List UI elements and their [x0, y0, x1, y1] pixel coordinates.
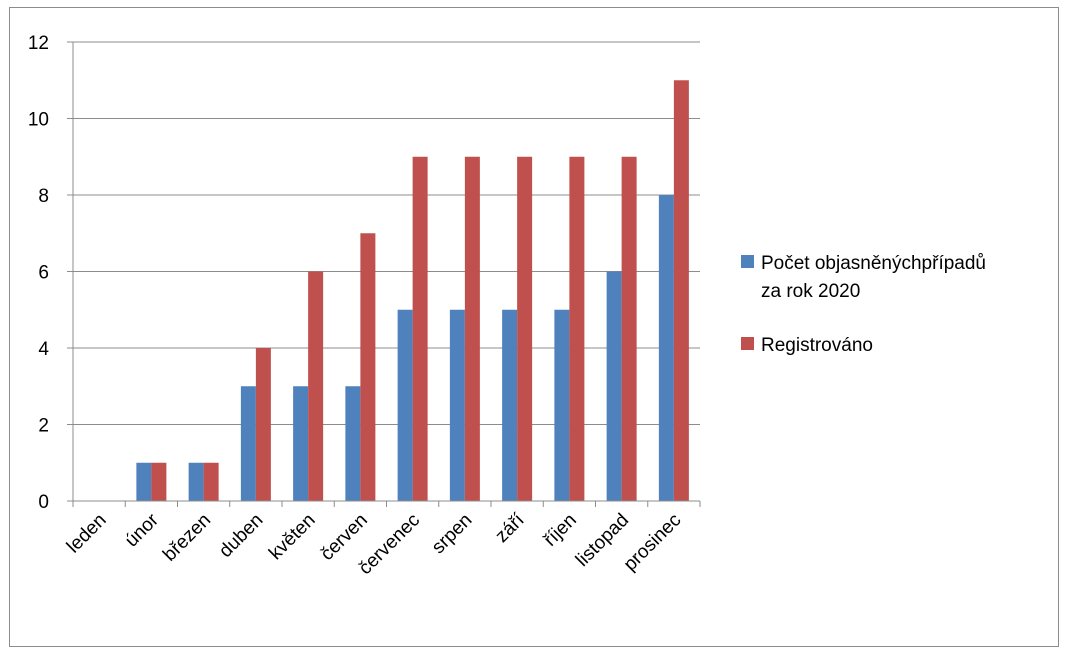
legend: Počet objasněnýchpřípadů za rok 2020 Regis…: [741, 253, 986, 356]
x-tick-label: září: [491, 509, 529, 547]
y-tick-label: 12: [28, 33, 49, 54]
x-tick-label: prosinec: [620, 510, 686, 576]
bar-series-1-srpen: [449, 309, 465, 501]
bar-series-2-březen: [203, 462, 219, 501]
bar-series-1-prosinec: [658, 195, 674, 501]
y-tick-labels: 0 2 4 6 8 10 12: [28, 33, 50, 513]
x-tick-label: březen: [159, 510, 215, 566]
bar-series-2-říjen: [569, 156, 585, 501]
bar-series-2-únor: [151, 462, 167, 501]
bar-series-1-červen: [345, 386, 361, 501]
bar-series-1-říjen: [554, 309, 570, 501]
x-tick-label: srpen: [428, 510, 476, 558]
gridlines: [73, 41, 700, 425]
bar-series-1-červenec: [397, 309, 413, 501]
bar-series-2-duben: [255, 348, 271, 501]
chart-frame: [9, 7, 1059, 647]
bar-series-2-prosinec: [673, 80, 689, 501]
bar-series-2-srpen: [464, 156, 480, 501]
y-tick-label: 6: [38, 263, 49, 284]
bar-series-2-červen: [360, 233, 376, 501]
bar-series-2-listopad: [621, 156, 637, 501]
x-tick-label: říjen: [540, 510, 581, 551]
legend-swatch: [741, 255, 754, 268]
legend-item-1: Počet objasněnýchpřípadů za rok 2020: [741, 253, 986, 302]
bar-series-1-listopad: [606, 271, 622, 501]
y-tick-label: 10: [28, 110, 49, 131]
bar-series-2-září: [517, 156, 533, 501]
y-tick-label: 0: [38, 492, 49, 513]
y-tick-label: 4: [38, 339, 49, 360]
bar-series-1-únor: [136, 462, 152, 501]
bars: [136, 80, 689, 501]
x-tick-label: duben: [215, 510, 267, 562]
bar-series-1-duben: [240, 386, 256, 501]
legend-label: Počet objasněnýchpřípadů: [761, 253, 986, 274]
bar-series-1-květen: [293, 386, 309, 501]
bar-series-2-květen: [308, 271, 324, 501]
bar-series-2-červenec: [412, 156, 428, 501]
legend-label: Registrováno: [761, 335, 873, 356]
y-tick-label: 8: [38, 186, 49, 207]
axes: [67, 41, 701, 507]
bar-series-1-březen: [188, 462, 204, 501]
bar-series-1-září: [502, 309, 518, 501]
legend-label: za rok 2020: [761, 281, 860, 302]
y-tick-label: 2: [38, 416, 49, 437]
legend-item-2: Registrováno: [741, 335, 873, 356]
x-tick-label: květen: [265, 510, 319, 564]
legend-swatch: [741, 337, 754, 350]
x-tick-label: leden: [63, 510, 111, 558]
x-tick-label: únor: [121, 509, 163, 551]
